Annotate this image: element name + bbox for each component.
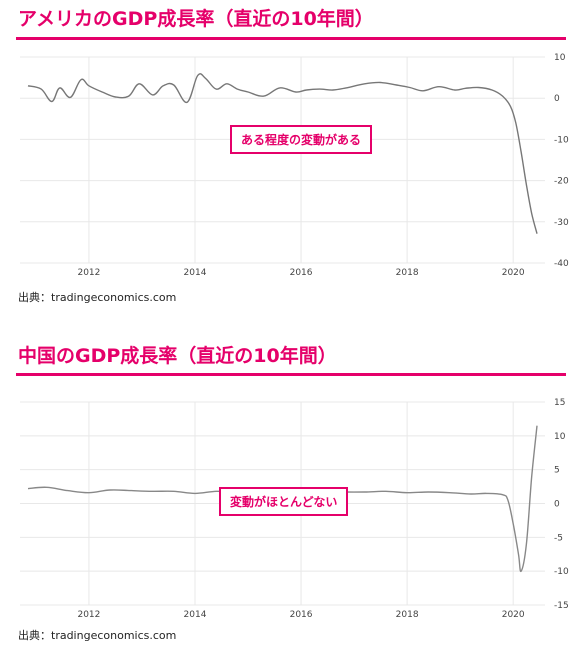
chart1-series-line: [27, 73, 538, 234]
chart2-title: 中国のGDP成長率（直近の10年間）: [18, 345, 337, 367]
chart2-y-tick-label: 0: [554, 500, 560, 510]
chart2-title-rule: [16, 373, 566, 376]
chart2-x-tick-label: 2012: [77, 610, 100, 620]
chart2-x-tick-label: 2020: [502, 610, 525, 620]
chart2-x-tick-label: 2014: [184, 610, 207, 620]
chart2-y-tick-label: 10: [554, 432, 566, 442]
chart1-x-tick-label: 2018: [396, 268, 419, 278]
chart2-y-tick-label: 15: [554, 398, 565, 408]
chart1-y-tick-label: -40: [554, 259, 569, 269]
chart2-y-tick-label: -10: [554, 567, 569, 577]
chart2-annotation: 変動がほとんどない: [219, 487, 349, 516]
chart1-y-tick-label: 0: [554, 94, 560, 104]
chart1-source: 出典：tradingeconomics.com: [18, 291, 177, 304]
chart2-source: 出典：tradingeconomics.com: [18, 629, 177, 642]
chart1-y-tick-label: -10: [554, 135, 569, 145]
chart1-y-tick-label: -20: [554, 177, 569, 187]
chart1-title-rule: [16, 37, 566, 40]
chart2-y-tick-label: -5: [554, 533, 563, 543]
chart2-y-tick-label: -15: [554, 601, 569, 611]
chart2-x-tick-label: 2016: [290, 610, 313, 620]
chart1-y-tick-label: 10: [554, 53, 566, 63]
chart1-annotation: ある程度の変動がある: [230, 125, 373, 154]
chart1-x-tick-label: 2014: [184, 268, 207, 278]
chart1-x-tick-label: 2016: [290, 268, 313, 278]
chart2-x-tick-label: 2018: [396, 610, 419, 620]
chart1-title: アメリカのGDP成長率（直近の10年間）: [18, 8, 374, 30]
chart2-y-tick-label: 5: [554, 466, 560, 476]
chart1-us-gdp: 2012 2014 2016 2018 2020 10 0 -10 -20 -30 -40: [20, 53, 569, 278]
chart1-x-tick-label: 2020: [502, 268, 525, 278]
chart1-x-tick-label: 2012: [77, 268, 100, 278]
chart1-y-tick-label: -30: [554, 218, 569, 228]
